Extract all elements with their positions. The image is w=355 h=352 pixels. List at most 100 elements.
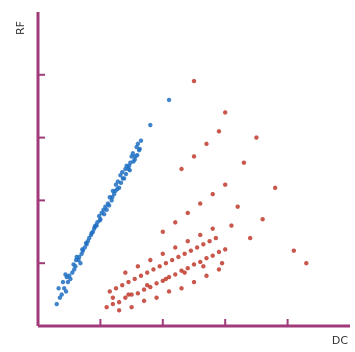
series-2-point (151, 267, 156, 272)
series-2-point (110, 301, 116, 307)
series-2-point (223, 110, 228, 115)
series-1-point (71, 262, 76, 267)
series-2-point (110, 295, 116, 300)
series-2-point (254, 135, 259, 140)
series-1-point (135, 152, 140, 158)
series-2-point (129, 292, 134, 297)
series-2-point (241, 160, 247, 165)
series-1-point (123, 171, 129, 177)
series-2-point (113, 286, 119, 291)
series-1-point (138, 138, 144, 143)
series-2-point (201, 242, 206, 247)
series-2-point (129, 304, 134, 310)
series-2-point (163, 261, 169, 266)
series-2-point (185, 266, 190, 271)
series-2-point (216, 129, 222, 134)
series-1-point (65, 279, 71, 285)
series-2-point (198, 201, 203, 206)
series-2-point (166, 289, 172, 294)
series-2-point (154, 281, 159, 286)
series-2-point (198, 259, 203, 265)
series-2-point (179, 166, 184, 172)
series-2-point (191, 78, 197, 84)
series-2-point (188, 248, 194, 253)
series-1-point (83, 240, 89, 246)
series-2-point (120, 282, 125, 288)
series-1-point (73, 257, 79, 263)
series-2-point (132, 276, 137, 282)
series-2-point (123, 295, 128, 300)
series-2-point (210, 253, 215, 258)
series-1-point (131, 159, 136, 164)
series-1-point (104, 207, 109, 213)
series-2-point (179, 286, 184, 291)
series-2-point (138, 273, 144, 278)
series-2-point (141, 298, 147, 304)
series-2-point (304, 261, 309, 266)
series-1-point (54, 301, 59, 307)
data-points (54, 78, 309, 313)
series-1-point (135, 141, 141, 147)
series-1-point (96, 213, 102, 219)
series-2-point (160, 251, 165, 256)
series-2-point (126, 292, 131, 297)
series-2-point (291, 248, 297, 253)
series-1-point (80, 247, 85, 252)
series-2-point (116, 299, 122, 305)
series-2-point (107, 289, 112, 294)
series-1-point (71, 267, 77, 272)
series-2-point (204, 273, 209, 278)
series-2-point (185, 239, 190, 244)
series-2-point (160, 229, 165, 234)
series-2-point (169, 257, 175, 263)
series-2-point (210, 191, 215, 197)
y-axis-title: RF (14, 21, 27, 35)
series-1-point (148, 122, 153, 128)
series-1-point (79, 251, 84, 256)
series-2-point (182, 251, 187, 256)
series-1-point (130, 151, 136, 156)
series-2-point (163, 276, 169, 282)
series-1-point (63, 272, 68, 277)
series-2-point (247, 235, 253, 241)
series-2-point (176, 254, 181, 260)
series-2-point (154, 295, 159, 300)
series-2-point (235, 204, 240, 209)
axis-ticks (38, 73, 289, 326)
series-2-point (223, 182, 228, 187)
series-2-point (219, 261, 225, 266)
series-2-point (207, 239, 212, 244)
series-1-point (86, 235, 92, 241)
series-1-point (68, 276, 73, 282)
series-1-point (118, 173, 123, 178)
series-1-point (97, 218, 102, 223)
series-1-point (166, 97, 172, 103)
series-2-point (216, 249, 222, 255)
series-1-point (59, 292, 64, 297)
series-2-point (194, 245, 200, 250)
series-2-point (198, 232, 203, 238)
series-2-point (260, 217, 265, 222)
series-1-point (63, 289, 69, 294)
series-2-point (145, 270, 150, 275)
series-2-point (126, 279, 131, 285)
series-2-point (185, 210, 190, 216)
series-2-point (210, 226, 215, 231)
series-1-point (120, 176, 126, 181)
series-1-point (56, 286, 61, 291)
series-1-point (127, 168, 132, 173)
series-1-point (113, 182, 119, 187)
series-2-point (204, 255, 209, 261)
series-2-point (116, 308, 122, 313)
series-1-point (92, 224, 97, 229)
series-1-point (115, 186, 120, 192)
series-2-point (135, 264, 141, 269)
series-2-point (182, 270, 187, 275)
x-axis-title: DC (332, 334, 348, 347)
series-2-point (213, 235, 219, 241)
series-2-point (216, 267, 222, 272)
series-2-point (173, 220, 178, 225)
series-1-point (101, 207, 106, 213)
series-2-point (157, 264, 162, 269)
